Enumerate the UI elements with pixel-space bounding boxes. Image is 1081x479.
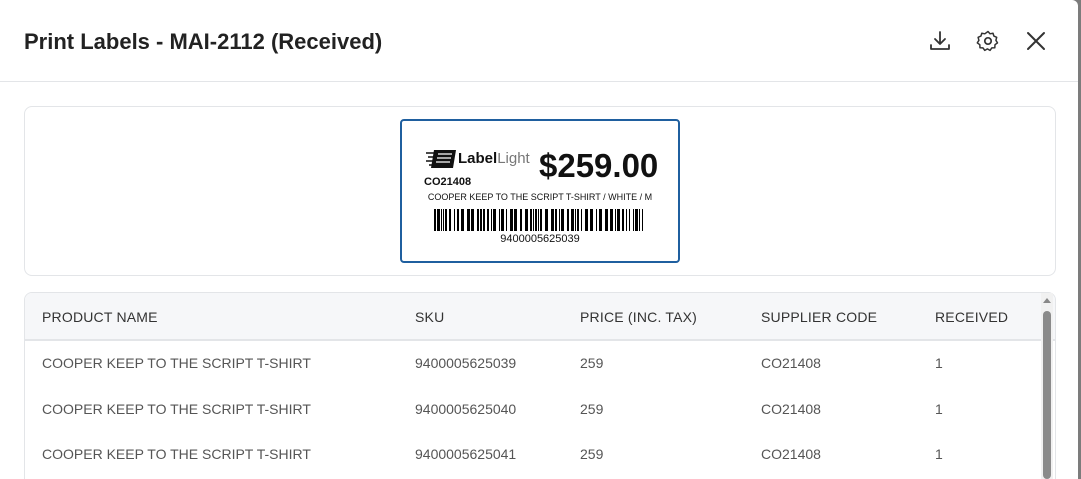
- barcode-bar: [441, 209, 442, 231]
- barcode-bar: [559, 209, 560, 231]
- barcode-bar: [483, 209, 485, 231]
- barcode-bar: [575, 209, 576, 231]
- barcode-bar: [642, 209, 643, 231]
- barcode-bar: [467, 209, 470, 231]
- table-cell: COOPER KEEP TO THE SCRIPT T-SHIRT: [42, 355, 311, 371]
- close-button[interactable]: [1023, 28, 1049, 54]
- barcode-bar: [454, 209, 455, 231]
- barcode-bar: [437, 209, 440, 231]
- barcode-bar: [581, 209, 582, 231]
- table-header: PRODUCT NAME SKU PRICE (INC. TAX) SUPPLIER …: [25, 293, 1055, 341]
- barcode-bar: [457, 209, 459, 231]
- label-preview: LabelLight CO21408 $259.00 COOPER KEEP T…: [400, 119, 680, 263]
- logo-icon: [426, 150, 456, 168]
- barcode-bar: [538, 209, 539, 231]
- download-button[interactable]: [927, 28, 953, 54]
- barcode-bar: [596, 209, 597, 231]
- barcode-bar: [491, 209, 492, 231]
- barcode-bar: [449, 209, 451, 231]
- barcode-bar: [567, 209, 569, 231]
- column-header: PRICE (INC. TAX): [580, 309, 698, 325]
- barcode-bar: [577, 209, 579, 231]
- barcode-bar: [501, 209, 504, 231]
- barcode-bar: [499, 209, 500, 231]
- table-cell: CO21408: [761, 400, 821, 417]
- barcode-bar: [555, 209, 557, 231]
- barcode-bar: [530, 209, 532, 231]
- barcode-number: 9400005625039: [500, 233, 580, 245]
- column-header: RECEIVED: [935, 309, 1009, 325]
- barcode-bar: [590, 209, 593, 231]
- barcode-bar: [480, 209, 482, 231]
- barcode-bar: [622, 209, 624, 231]
- table-cell: 9400005625039: [415, 355, 517, 371]
- modal-header: Print Labels - MAI-2112 (Received): [0, 0, 1078, 82]
- barcode-bar: [540, 209, 542, 231]
- label-price: $259.00: [539, 147, 659, 184]
- column-header: SKU: [415, 309, 445, 325]
- table-cell: 259: [580, 400, 604, 417]
- barcode-bar: [571, 209, 574, 231]
- table-cell: COOPER KEEP TO THE SCRIPT T-SHIRT: [42, 400, 311, 417]
- table-cell: COOPER KEEP TO THE SCRIPT T-SHIRT: [42, 446, 311, 462]
- barcode-bar: [545, 209, 548, 231]
- scrollbar-thumb[interactable]: [1043, 311, 1051, 479]
- barcode-bar: [461, 209, 464, 231]
- barcode-bar: [610, 209, 613, 231]
- barcode-bar: [520, 209, 522, 231]
- table-cell: CO21408: [761, 355, 821, 371]
- column-header: SUPPLIER CODE: [761, 309, 878, 325]
- barcode-bar: [633, 209, 634, 231]
- logo-text: LabelLight: [458, 150, 530, 167]
- barcode-bar: [617, 209, 620, 231]
- barcode-bar: [525, 209, 528, 231]
- barcode-bar: [535, 209, 537, 231]
- table-cell: CO21408: [761, 446, 821, 462]
- column-header: PRODUCT NAME: [42, 309, 158, 325]
- barcode-bar: [635, 209, 638, 231]
- table-cell: 9400005625040: [415, 400, 517, 417]
- barcode-bar: [599, 209, 602, 231]
- label-supplier-code: CO21408: [424, 176, 472, 188]
- barcode-bar: [514, 209, 517, 231]
- barcode-bar: [493, 209, 496, 231]
- items-table: PRODUCT NAME SKU PRICE (INC. TAX) SUPPLIER …: [24, 292, 1056, 479]
- label-description: COOPER KEEP TO THE SCRIPT T-SHIRT / WHIT…: [427, 192, 653, 202]
- barcode-bar: [629, 209, 630, 231]
- barcode-bar: [551, 209, 554, 231]
- table-cell: 1: [935, 400, 943, 417]
- barcode-bar: [434, 209, 436, 231]
- barcode-bar: [506, 209, 507, 231]
- table-cell: 1: [935, 355, 943, 371]
- barcode-bar: [561, 209, 564, 231]
- barcode-bar: [585, 209, 588, 231]
- logo-light: Light: [497, 150, 530, 167]
- barcode-bar: [639, 209, 640, 231]
- table-cell: 259: [580, 355, 604, 371]
- table-cell: 1: [935, 446, 943, 462]
- scroll-up-arrow[interactable]: [1042, 296, 1052, 304]
- barcode-bar: [615, 209, 616, 231]
- settings-button[interactable]: [975, 28, 1001, 54]
- modal-title: Print Labels - MAI-2112 (Received): [24, 29, 383, 54]
- barcode-bar: [443, 209, 444, 231]
- label-preview-panel: [24, 106, 1056, 276]
- barcode-bar: [487, 209, 489, 231]
- logo-bold: Label: [458, 150, 498, 167]
- barcode: [434, 209, 643, 231]
- table-cell: 9400005625041: [415, 446, 517, 462]
- barcode-bar: [477, 209, 479, 231]
- barcode-bar: [445, 209, 447, 231]
- barcode-bar: [605, 209, 608, 231]
- barcode-bar: [533, 209, 534, 231]
- barcode-bar: [471, 209, 474, 231]
- table-cell: 259: [580, 446, 604, 462]
- barcode-bar: [626, 209, 627, 231]
- barcode-bar: [510, 209, 513, 231]
